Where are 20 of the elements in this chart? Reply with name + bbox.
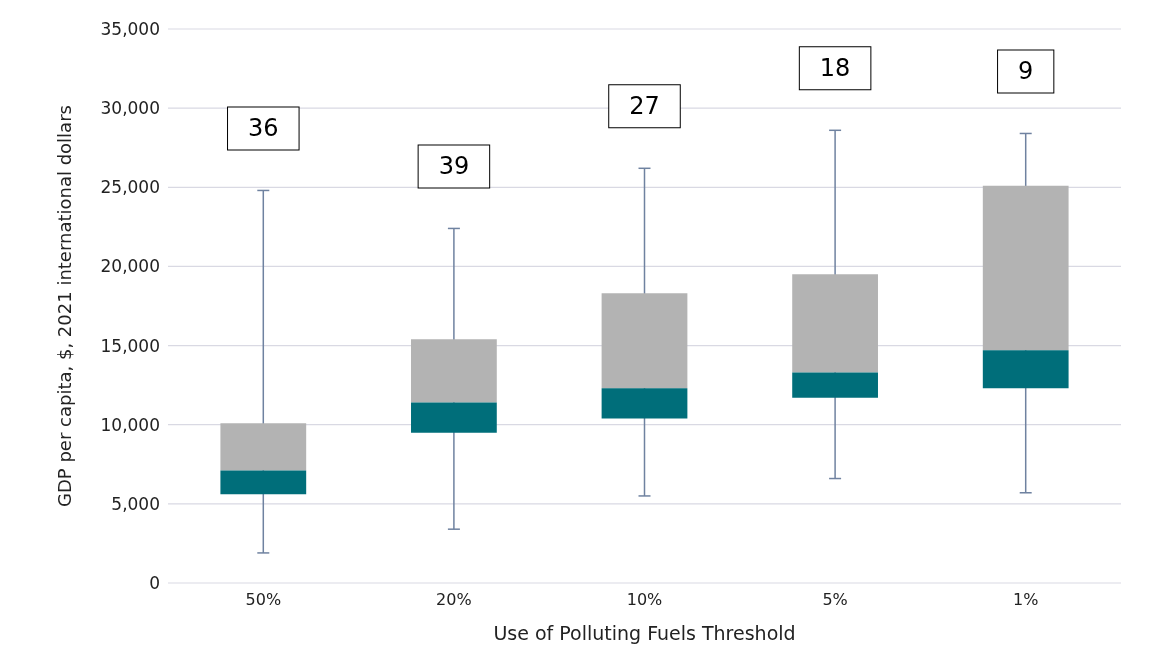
x-axis-title: Use of Polluting Fuels Threshold xyxy=(493,621,796,644)
x-tick-label: 50% xyxy=(245,589,282,609)
annotation: 36 xyxy=(248,114,279,143)
y-axis-title: GDP per capita, $, 2021 international dollars xyxy=(53,105,75,507)
y-tick-label: 5,000 xyxy=(111,493,160,514)
x-tick-label: 5% xyxy=(822,589,848,609)
annotation: 9 xyxy=(1018,57,1034,86)
x-tick-label: 20% xyxy=(436,589,472,609)
y-tick-label: 30,000 xyxy=(100,98,160,119)
y-tick-label: 35,000 xyxy=(100,19,160,39)
y-tick-label: 0 xyxy=(149,573,160,593)
x-tick-label: 10% xyxy=(626,589,663,609)
y-tick-label: 15,000 xyxy=(100,335,160,356)
y-tick-label: 20,000 xyxy=(100,256,160,277)
annotation: 27 xyxy=(629,92,660,121)
x-tick-label: 1% xyxy=(1013,589,1039,609)
y-tick-label: 25,000 xyxy=(100,177,160,198)
y-tick-label: 10,000 xyxy=(100,414,160,435)
annotation: 18 xyxy=(819,54,851,83)
annotation: 39 xyxy=(438,152,470,181)
